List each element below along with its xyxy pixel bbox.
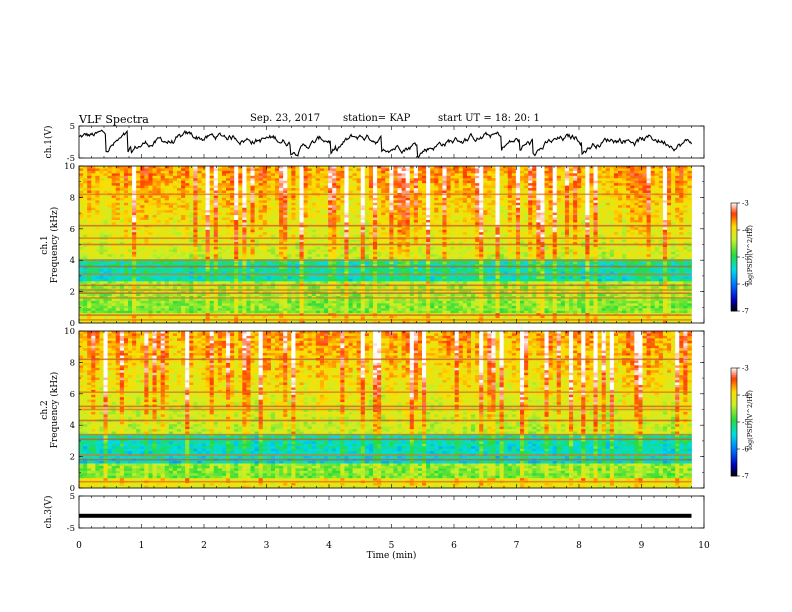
ch2-colorbar-label: log(PSD)(V^2/Hz): [746, 390, 754, 450]
ch2-spectrogram-ytick-label: 8: [70, 358, 75, 368]
ch3-trace-line: [79, 514, 692, 518]
ch3-waveform-ylabel: ch.3(V): [43, 496, 54, 529]
ch2-spectrogram-ylabel: Frequency (kHz): [49, 372, 60, 449]
ch1-colorbar-tick-label: -7: [742, 308, 749, 316]
xtick-label: 0: [76, 541, 82, 551]
ch2-spectrogram-ylabel: ch.2: [40, 400, 50, 419]
ch1-trace-line: [79, 130, 692, 157]
ch1-spectrogram-ytick-label: 10: [64, 162, 75, 172]
xtick-label: 8: [576, 541, 582, 551]
xtick-label: 1: [139, 541, 145, 551]
ch2-spectrogram-ytick-label: 2: [70, 453, 75, 463]
xtick-label: 9: [639, 541, 645, 551]
ch2-spectrogram-ytick-label: 6: [70, 390, 75, 400]
ch3-waveform-frame: [79, 496, 704, 528]
ch3-waveform-ytick-label: -5: [67, 524, 75, 534]
ch1-spectrogram-ylabel: Frequency (kHz): [49, 207, 60, 284]
xtick-label: 3: [264, 541, 270, 551]
ch2-spectrogram-image: [79, 331, 692, 488]
xtick-label: 7: [514, 541, 520, 551]
ch1-spectrogram-ytick-label: 6: [70, 225, 75, 235]
ch2-colorbar-tick-label: -7: [742, 473, 749, 481]
ch1-waveform-trace: [79, 130, 692, 157]
ch2-spectrogram-ytick-label: 4: [70, 421, 75, 431]
ch1-colorbar-tick-label: -3: [742, 200, 749, 208]
xtick-label: 2: [201, 541, 207, 551]
x-axis-label: Time (min): [367, 550, 417, 561]
ch2-colorbar-tick-label: -3: [742, 365, 749, 373]
ch1-spectrogram-ytick-label: 8: [70, 193, 75, 203]
ch3-waveform-ytick-label: 5: [70, 492, 75, 502]
ch1-spectrogram-ytick-label: 4: [70, 256, 75, 266]
ch2-colorbar: [731, 368, 737, 476]
figure-canvas: 5-5024681002468105-5-3-4-5-6-7log(PSD)(V…: [0, 0, 792, 612]
ch1-colorbar-label: log(PSD)(V^2/Hz): [746, 225, 754, 285]
ch1-spectrogram-image: [79, 166, 692, 323]
xtick-label: 5: [389, 541, 395, 551]
ch1-waveform-ytick-label: 5: [70, 122, 75, 132]
xtick-label: 6: [451, 541, 457, 551]
ch1-spectrogram-ylabel: ch.1: [40, 235, 50, 254]
ch3-waveform-trace: [79, 514, 692, 518]
ch1-spectrogram-ytick-label: 2: [70, 288, 75, 298]
vlf-spectra-figure: VLF Spectra Sep. 23, 2017 station= KAP s…: [0, 0, 792, 612]
ch1-waveform-ylabel: ch.1(V): [43, 126, 54, 159]
ch1-colorbar: [731, 203, 737, 311]
ch2-spectrogram-ytick-label: 10: [64, 327, 75, 337]
xtick-label: 10: [698, 541, 710, 551]
xtick-label: 4: [326, 541, 332, 551]
